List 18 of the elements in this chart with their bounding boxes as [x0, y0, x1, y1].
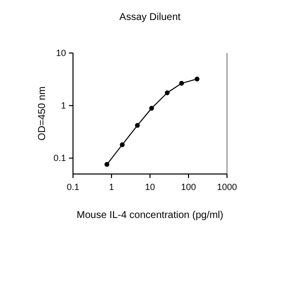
y-axis-title: OD=450 nm	[37, 86, 48, 141]
point	[179, 80, 184, 86]
x-tick-label: 1	[108, 182, 114, 192]
point	[120, 142, 125, 148]
point	[104, 162, 110, 167]
point	[164, 90, 170, 96]
x-tick-label: 1000	[216, 182, 238, 192]
point	[134, 122, 140, 128]
x-tick-label: 0.1	[66, 182, 80, 192]
y-tick-label: 10	[56, 48, 66, 58]
y-tick-label: 1	[60, 100, 66, 111]
chart-title: Assay Diluent	[119, 12, 181, 23]
point	[149, 106, 154, 111]
y-tick-label: 0.1	[53, 153, 66, 164]
x-tick-label: 10	[144, 182, 156, 192]
x-tick-label: 100	[180, 182, 196, 192]
point	[194, 76, 200, 82]
x-axis-title: Mouse IL-4 concentration (pg/ml)	[76, 210, 224, 221]
